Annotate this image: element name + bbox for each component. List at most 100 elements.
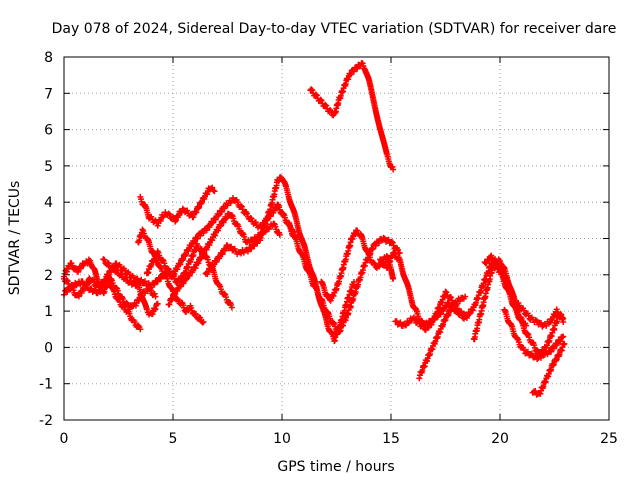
data-point bbox=[234, 198, 241, 205]
data-point bbox=[137, 326, 144, 333]
data-point bbox=[69, 262, 76, 269]
data-point bbox=[308, 86, 315, 93]
data-point bbox=[392, 251, 399, 258]
data-point bbox=[371, 260, 378, 267]
data-point bbox=[548, 348, 555, 355]
data-point bbox=[457, 310, 464, 317]
data-point bbox=[105, 272, 112, 279]
data-point bbox=[197, 232, 204, 239]
y-tick-label: 2 bbox=[44, 268, 53, 284]
data-point bbox=[516, 302, 523, 309]
data-point bbox=[122, 267, 129, 274]
data-point bbox=[456, 298, 463, 305]
data-point bbox=[248, 215, 255, 222]
data-point bbox=[488, 252, 495, 259]
data-point bbox=[557, 338, 564, 345]
y-tick-label: 7 bbox=[44, 86, 53, 102]
data-point bbox=[326, 107, 333, 114]
series-sat-s bbox=[501, 306, 567, 363]
data-point bbox=[558, 311, 565, 318]
data-point bbox=[165, 210, 172, 217]
data-point bbox=[188, 243, 195, 250]
data-point bbox=[469, 307, 476, 314]
data-point bbox=[184, 207, 191, 214]
data-point bbox=[180, 280, 187, 287]
y-axis-label: SDTVAR / TECUs bbox=[7, 181, 23, 296]
series-sat-f bbox=[137, 184, 218, 229]
data-point bbox=[138, 276, 145, 283]
data-point bbox=[174, 295, 181, 302]
data-point bbox=[114, 267, 121, 274]
data-point bbox=[119, 295, 126, 302]
data-point bbox=[560, 315, 567, 322]
data-point bbox=[350, 279, 357, 286]
series-sat-n bbox=[377, 249, 469, 333]
data-point bbox=[317, 96, 324, 103]
data-point bbox=[123, 299, 130, 306]
data-point bbox=[350, 68, 357, 75]
data-point bbox=[450, 304, 457, 311]
data-point bbox=[197, 314, 204, 321]
data-point bbox=[466, 310, 473, 317]
data-point bbox=[131, 279, 138, 286]
data-point bbox=[544, 351, 551, 358]
data-point bbox=[192, 311, 199, 318]
x-tick-label: 15 bbox=[382, 431, 400, 447]
data-point bbox=[252, 219, 259, 226]
data-point bbox=[276, 231, 283, 238]
series-sat-h bbox=[165, 210, 283, 308]
data-point bbox=[151, 290, 158, 297]
data-point bbox=[166, 211, 173, 218]
x-tick-label: 10 bbox=[273, 431, 291, 447]
data-point bbox=[463, 314, 470, 321]
data-point bbox=[390, 275, 397, 282]
series-sat-g bbox=[143, 240, 235, 311]
data-point bbox=[396, 250, 403, 257]
data-point bbox=[462, 293, 469, 300]
series-sat-l bbox=[318, 227, 397, 304]
data-point bbox=[218, 208, 225, 215]
data-point bbox=[528, 350, 535, 357]
series-sat-k bbox=[274, 201, 403, 335]
data-point bbox=[550, 345, 557, 352]
data-point bbox=[186, 272, 193, 279]
data-point bbox=[212, 216, 219, 223]
data-point bbox=[228, 243, 235, 250]
data-point bbox=[105, 260, 112, 267]
data-point bbox=[532, 387, 539, 394]
data-point bbox=[194, 235, 201, 242]
data-point bbox=[151, 281, 158, 288]
data-point bbox=[126, 271, 133, 278]
data-point bbox=[228, 304, 235, 311]
data-point bbox=[354, 227, 361, 234]
data-point bbox=[141, 278, 148, 285]
y-tick-label: 5 bbox=[44, 159, 53, 175]
x-tick-label: 5 bbox=[169, 431, 178, 447]
chart-title: Day 078 of 2024, Sidereal Day-to-day VTE… bbox=[52, 21, 617, 37]
y-tick-label: 0 bbox=[44, 340, 53, 356]
x-tick-label: 20 bbox=[491, 431, 509, 447]
data-point bbox=[250, 242, 257, 249]
axis-ticks: 0 5 10 15 20 25 -2 -1 0 1 2 3 4 5 6 7 8 bbox=[39, 50, 618, 447]
data-point bbox=[124, 301, 131, 308]
series-sat-d bbox=[100, 256, 161, 318]
y-tick-label: 6 bbox=[44, 123, 53, 139]
data-point bbox=[445, 300, 452, 307]
data-point bbox=[560, 333, 567, 340]
data-point bbox=[63, 277, 70, 284]
data-point bbox=[428, 319, 435, 326]
data-point bbox=[92, 286, 99, 293]
data-point bbox=[390, 166, 397, 173]
data-point bbox=[200, 230, 207, 237]
y-tick-label: -2 bbox=[39, 413, 53, 429]
data-point bbox=[318, 97, 325, 104]
data-point bbox=[244, 210, 251, 217]
data-point bbox=[388, 238, 395, 245]
data-point bbox=[559, 314, 566, 321]
data-point bbox=[251, 243, 258, 250]
data-point bbox=[492, 257, 499, 264]
data-point bbox=[402, 322, 409, 329]
data-point bbox=[397, 319, 404, 326]
series-sat-r bbox=[481, 252, 567, 330]
